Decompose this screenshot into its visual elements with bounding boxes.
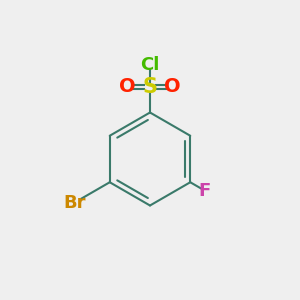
Text: O: O [164,77,181,97]
Text: Br: Br [63,194,86,211]
Text: S: S [142,77,158,97]
Text: Cl: Cl [140,56,160,74]
Text: O: O [119,77,136,97]
Text: F: F [198,182,211,200]
